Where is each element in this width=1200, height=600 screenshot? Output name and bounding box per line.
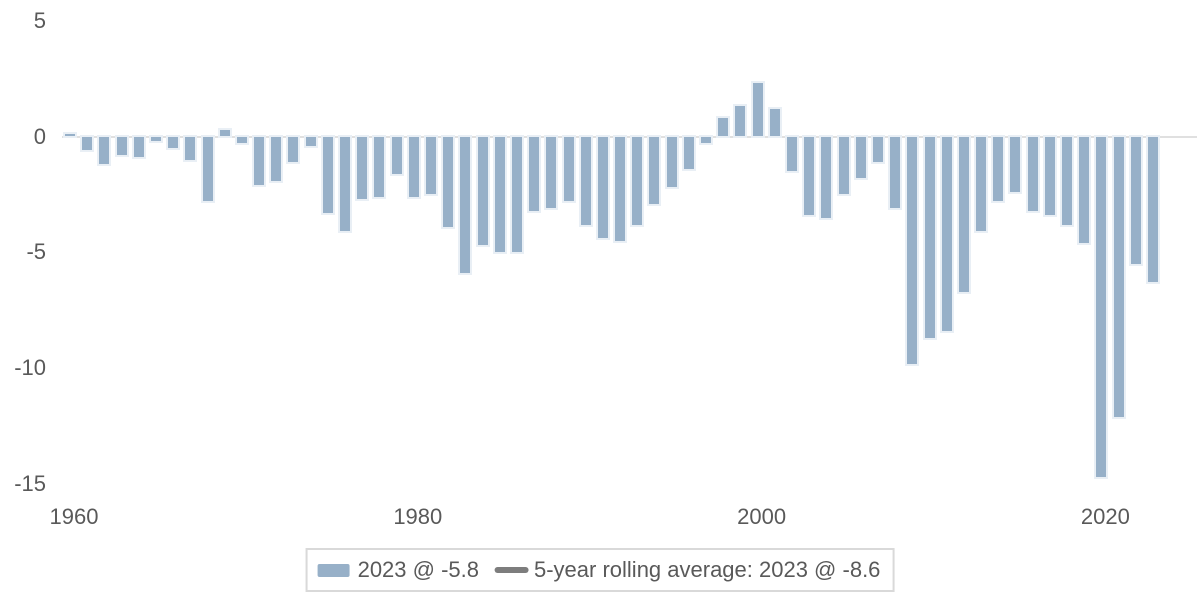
bar-2015 <box>1008 134 1023 195</box>
bar-2005 <box>836 134 851 197</box>
zero-axis-line <box>62 135 1197 138</box>
bar-1997 <box>699 134 714 146</box>
bar-1985 <box>492 134 507 255</box>
bar-1966 <box>166 134 181 151</box>
bar-1996 <box>681 134 696 171</box>
y-axis-tick-label: 5 <box>33 7 46 33</box>
bar-2022 <box>1128 134 1143 266</box>
bar-2012 <box>956 134 971 294</box>
bar-1980 <box>406 134 421 199</box>
bar-1967 <box>183 134 198 162</box>
bar-2004 <box>819 134 834 220</box>
bar-2016 <box>1025 134 1040 213</box>
bar-2010 <box>922 134 937 341</box>
x-axis-tick-label: 2020 <box>1080 504 1130 529</box>
bar-2017 <box>1042 134 1057 218</box>
bar-1961 <box>80 134 95 153</box>
y-axis-tick-label: -5 <box>26 239 46 265</box>
y-axis-tick-label: -10 <box>14 355 46 381</box>
bar-1982 <box>441 134 456 229</box>
bar-1960 <box>63 131 77 139</box>
bar-1973 <box>286 134 301 165</box>
bar-1992 <box>613 134 628 243</box>
bar-2000 <box>750 81 765 139</box>
bar-1974 <box>303 134 318 148</box>
bar-1970 <box>234 134 249 146</box>
legend-line-swatch <box>495 567 529 573</box>
bar-2009 <box>905 134 920 366</box>
bar-2008 <box>888 134 903 211</box>
bar-1962 <box>97 134 112 167</box>
y-axis-tick-label: -15 <box>14 471 46 497</box>
bar-1999 <box>733 104 748 139</box>
y-axis-tick-label: 0 <box>33 123 46 149</box>
bar-1990 <box>578 134 593 227</box>
bar-2003 <box>802 134 817 218</box>
bar-1981 <box>423 134 438 197</box>
bar-1971 <box>252 134 267 188</box>
bar-1963 <box>114 134 129 157</box>
bar-2002 <box>784 134 799 174</box>
bar-2021 <box>1111 134 1126 419</box>
legend-line-series-label: 5-year rolling average: 2023 @ -8.6 <box>534 557 881 582</box>
chart-legend: 2023 @ -5.8 5-year rolling average: 2023… <box>305 548 895 592</box>
bar-1969 <box>217 127 232 139</box>
bar-1994 <box>647 134 662 206</box>
legend-bar-swatch <box>317 563 350 577</box>
bar-1964 <box>131 134 146 160</box>
bar-1991 <box>595 134 610 241</box>
bar-2006 <box>853 134 868 181</box>
bar-1975 <box>320 134 335 215</box>
bar-1965 <box>148 134 163 143</box>
bar-1978 <box>372 134 387 199</box>
bar-2011 <box>939 134 954 334</box>
bar-1988 <box>544 134 559 211</box>
bar-1977 <box>355 134 370 202</box>
bar-1998 <box>716 116 731 139</box>
bar-2001 <box>767 106 782 139</box>
x-axis-tick-label: 2000 <box>737 504 787 529</box>
bar-1984 <box>475 134 490 248</box>
bar-2007 <box>870 134 885 165</box>
x-axis-tick-label: 1960 <box>49 504 99 529</box>
bar-2020 <box>1094 134 1109 480</box>
bar-1989 <box>561 134 576 204</box>
bar-1986 <box>509 134 524 255</box>
bar-1983 <box>458 134 473 276</box>
bar-1968 <box>200 134 215 204</box>
x-axis-tick-label: 1980 <box>393 504 443 529</box>
bar-2019 <box>1077 134 1092 246</box>
bar-2013 <box>974 134 989 234</box>
bar-1976 <box>338 134 353 234</box>
bar-1993 <box>630 134 645 227</box>
bar-2018 <box>1060 134 1075 227</box>
bar-1987 <box>527 134 542 213</box>
bar-2023 <box>1145 134 1160 285</box>
bar-2014 <box>991 134 1006 204</box>
bar-1972 <box>269 134 284 183</box>
bar-1995 <box>664 134 679 190</box>
legend-bar-series-label: 2023 @ -5.8 <box>357 557 479 582</box>
bar-1979 <box>389 134 404 176</box>
